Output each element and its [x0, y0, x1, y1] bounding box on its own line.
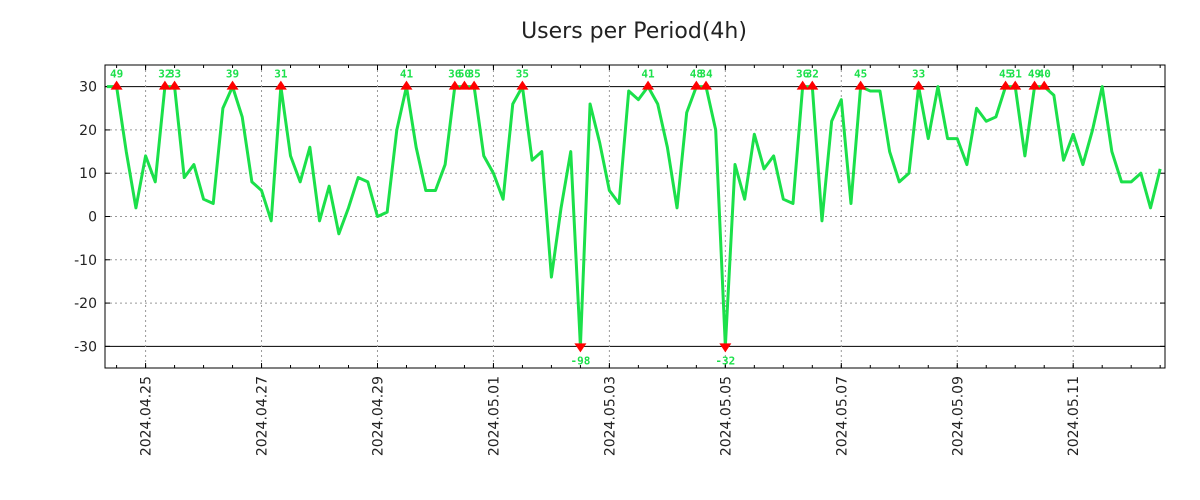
clip-up-marker: [642, 80, 655, 90]
clip-up-marker: [1038, 80, 1051, 90]
clipped-value-label: -32: [715, 354, 735, 367]
clipped-value-label: 41: [641, 68, 655, 81]
x-tick-label: 2024.04.25: [139, 376, 155, 456]
clipped-value-label: 31: [1009, 68, 1023, 81]
x-tick-label: 2024.05.07: [834, 376, 850, 456]
clip-up-marker: [690, 80, 703, 90]
clip-up-marker: [700, 80, 713, 90]
clip-up-marker: [806, 80, 819, 90]
clipped-value-label: 32: [158, 68, 171, 81]
clipped-value-label: 31: [274, 68, 288, 81]
plot-frame: [104, 64, 1166, 369]
clipped-value-label: 50: [458, 68, 471, 81]
clip-up-marker: [912, 80, 925, 90]
clip-up-marker: [110, 80, 123, 90]
clipped-value-label: 36: [448, 68, 462, 81]
clipped-value-label: 36: [796, 68, 810, 81]
clipped-value-label: 40: [1038, 68, 1051, 81]
clip-up-marker: [1028, 80, 1041, 90]
clip-up-marker: [796, 80, 809, 90]
y-tick-label: -20: [74, 296, 97, 312]
clip-down-marker: [574, 343, 587, 353]
clipped-value-label: 35: [516, 68, 529, 81]
clipped-value-label: 49: [1028, 68, 1041, 81]
grid: [105, 65, 1165, 368]
clip-up-marker: [516, 80, 529, 90]
clip-up-marker: [1009, 80, 1022, 90]
series-users: [106, 85, 1162, 348]
clipped-value-label: 34: [699, 68, 713, 81]
y-tick-label: -10: [74, 253, 97, 269]
clipped-value-label: 49: [110, 68, 123, 81]
x-tick-label: 2024.04.29: [370, 376, 386, 456]
x-tick-label: 2024.05.01: [486, 376, 502, 456]
clipped-value-label: 41: [400, 68, 414, 81]
x-tick-label: 2024.04.27: [255, 376, 271, 456]
axes: 30 20 10 0 -10 -20 -30 2024.04.25 2024.04.27 2024…: [74, 64, 1166, 456]
clipped-value-label: -98: [570, 354, 590, 367]
clip-up-marker: [468, 80, 481, 90]
y-tick-label: 30: [79, 80, 97, 96]
series-line: [106, 85, 1162, 348]
x-tick-label: 2024.05.05: [718, 376, 734, 456]
x-tick-label: 2024.05.09: [950, 376, 966, 456]
y-tick-label: 10: [79, 166, 97, 182]
clip-up-marker: [999, 80, 1012, 90]
clip-up-marker: [274, 80, 287, 90]
clipped-value-label: 35: [467, 68, 480, 81]
clipped-value-label: 32: [806, 68, 819, 81]
clip-up-marker: [400, 80, 413, 90]
y-tick-label: -30: [74, 339, 97, 355]
y-tick-label: 0: [88, 210, 97, 226]
y-tick-label: 20: [79, 123, 97, 139]
clipped-value-label: 39: [226, 68, 239, 81]
clipped-value-label: 33: [168, 68, 181, 81]
clipped-value-label: 45: [999, 68, 1012, 81]
clipped-value-label: 48: [690, 68, 703, 81]
clip-up-marker: [158, 80, 171, 90]
clipped-value-label: 33: [912, 68, 925, 81]
clipped-value-label: 45: [854, 68, 867, 81]
clip-up-marker: [458, 80, 471, 90]
clip-up-marker: [448, 80, 461, 90]
x-tick-label: 2024.05.11: [1066, 376, 1082, 456]
clip-up-marker: [854, 80, 867, 90]
clip-up-marker: [168, 80, 181, 90]
chart-title: Users per Period(4h): [521, 19, 747, 44]
x-tick-label: 2024.05.03: [602, 376, 618, 456]
clip-down-marker: [719, 343, 732, 353]
clip-up-marker: [226, 80, 239, 90]
